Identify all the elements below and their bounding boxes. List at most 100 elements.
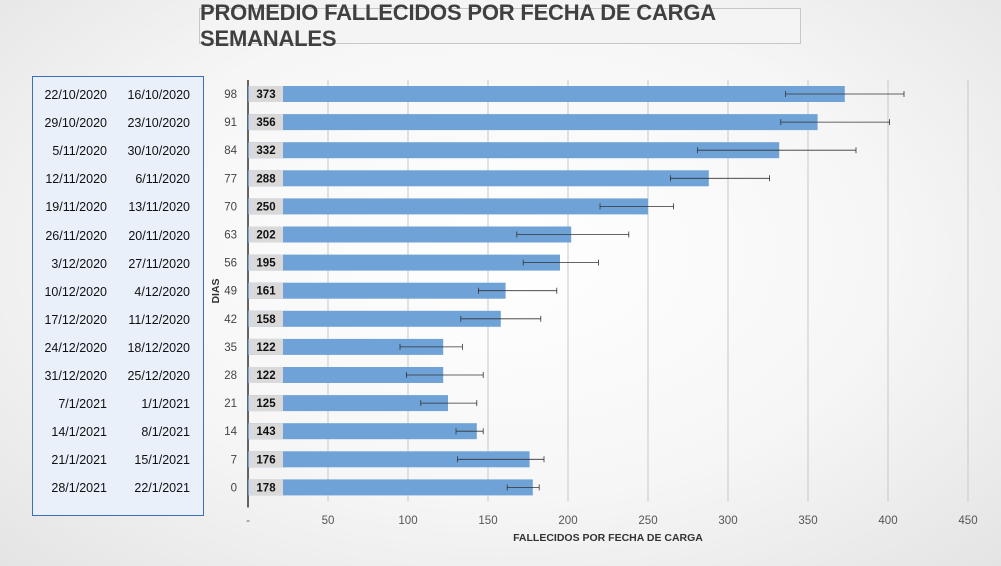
- y-tick-label: 91: [224, 117, 237, 129]
- y-tick-label: 7: [231, 454, 237, 466]
- y-tick-label: 42: [224, 314, 237, 326]
- end-date: 19/11/2020: [45, 200, 107, 215]
- y-tick-label: 70: [224, 201, 237, 213]
- start-date: 30/10/2020: [127, 144, 190, 159]
- date-range-row: 24/12/2020 18/12/2020: [33, 341, 205, 361]
- start-date: 18/12/2020: [127, 340, 190, 355]
- value-label-band: [249, 338, 283, 355]
- start-date: 23/10/2020: [127, 116, 190, 131]
- end-date: 24/12/2020: [44, 340, 107, 355]
- value-label-band: [249, 198, 283, 215]
- bar: [248, 282, 506, 299]
- data-label: 202: [256, 230, 275, 242]
- value-label-band: [249, 114, 283, 131]
- start-date: 6/11/2020: [135, 172, 190, 187]
- date-range-row: 19/11/2020 13/11/2020: [33, 200, 205, 220]
- date-range-row: 10/12/2020 4/12/2020: [33, 285, 205, 305]
- start-date: 20/11/2020: [128, 228, 190, 243]
- date-range-row: 22/10/2020 16/10/2020: [33, 88, 205, 108]
- bar: [248, 395, 448, 412]
- y-tick-label: 0: [231, 482, 237, 494]
- y-tick-label: 49: [224, 286, 237, 298]
- start-date: 1/1/2021: [141, 397, 190, 412]
- start-date: 11/12/2020: [128, 312, 190, 327]
- data-label: 176: [256, 454, 275, 466]
- x-tick-label: 350: [798, 515, 817, 527]
- x-tick-label: -: [246, 515, 250, 527]
- value-label-band: [249, 395, 283, 412]
- bar: [248, 86, 845, 102]
- data-label: 125: [256, 398, 276, 410]
- date-range-row: 7/1/2021 1/1/2021: [33, 397, 205, 417]
- date-range-row: 26/11/2020 20/11/2020: [33, 229, 205, 249]
- x-tick-label: 50: [322, 515, 335, 527]
- end-date: 14/1/2021: [51, 425, 107, 440]
- data-label: 332: [256, 145, 275, 157]
- y-tick-label: 14: [224, 426, 237, 438]
- end-date: 28/1/2021: [51, 481, 107, 496]
- end-date: 22/10/2020: [44, 88, 107, 102]
- end-date: 3/12/2020: [51, 256, 107, 271]
- bar: [248, 338, 444, 355]
- x-tick-label: 250: [638, 515, 657, 527]
- date-range-row: 28/1/2021 22/1/2021: [33, 481, 205, 501]
- x-tick-label: 100: [398, 515, 417, 527]
- end-date: 12/11/2020: [45, 172, 107, 187]
- bar: [248, 114, 818, 131]
- end-date: 21/1/2021: [51, 453, 107, 468]
- bar: [248, 142, 780, 159]
- x-tick-label: 400: [878, 515, 897, 527]
- bar: [248, 170, 709, 187]
- data-label: 356: [256, 117, 275, 129]
- x-tick-label: 200: [558, 515, 577, 527]
- y-tick-label: 28: [224, 370, 237, 382]
- value-label-band: [249, 282, 283, 299]
- bar: [248, 198, 648, 215]
- data-label: 373: [256, 89, 275, 101]
- data-label: 195: [256, 258, 276, 270]
- data-label: 250: [256, 201, 275, 213]
- y-tick-label: 56: [224, 258, 237, 270]
- date-range-row: 17/12/2020 11/12/2020: [33, 313, 205, 333]
- start-date: 27/11/2020: [128, 256, 190, 271]
- end-date: 7/1/2021: [58, 397, 107, 412]
- date-range-row: 12/11/2020 6/11/2020: [33, 172, 205, 192]
- y-tick-label: 21: [224, 398, 237, 410]
- start-date: 15/1/2021: [134, 453, 190, 468]
- bar: [248, 451, 530, 468]
- y-axis-title: DIAS: [210, 278, 222, 303]
- y-tick-label: 84: [224, 145, 237, 157]
- y-tick-label: 63: [224, 230, 237, 242]
- y-tick-label: 98: [224, 89, 237, 101]
- bar: [248, 310, 501, 327]
- start-date: 22/1/2021: [134, 481, 190, 496]
- value-label-band: [249, 451, 283, 468]
- end-date: 26/11/2020: [45, 228, 107, 243]
- end-date: 29/10/2020: [44, 116, 107, 131]
- data-label: 158: [256, 314, 276, 326]
- value-label-band: [249, 142, 283, 159]
- bar: [248, 479, 533, 496]
- bar: [248, 423, 477, 440]
- start-date: 4/12/2020: [134, 284, 190, 299]
- data-label: 122: [256, 342, 275, 354]
- bar: [248, 254, 560, 271]
- end-date: 17/12/2020: [44, 312, 107, 327]
- start-date: 13/11/2020: [128, 200, 190, 215]
- x-tick-label: 300: [718, 515, 737, 527]
- x-axis-title: FALLECIDOS POR FECHA DE CARGA: [513, 532, 703, 544]
- value-label-band: [249, 226, 283, 243]
- end-date: 5/11/2020: [52, 144, 107, 159]
- date-range-row: 31/12/2020 25/12/2020: [33, 369, 205, 389]
- date-range-row: 21/1/2021 15/1/2021: [33, 453, 205, 473]
- start-date: 16/10/2020: [127, 88, 190, 102]
- y-tick-label: 35: [224, 342, 237, 354]
- data-label: 288: [256, 173, 276, 185]
- x-tick-label: 450: [958, 515, 977, 527]
- x-tick-label: 150: [478, 515, 497, 527]
- value-label-band: [249, 479, 283, 496]
- value-label-band: [249, 170, 283, 187]
- date-range-row: 3/12/2020 27/11/2020: [33, 257, 205, 277]
- end-date: 31/12/2020: [44, 369, 107, 383]
